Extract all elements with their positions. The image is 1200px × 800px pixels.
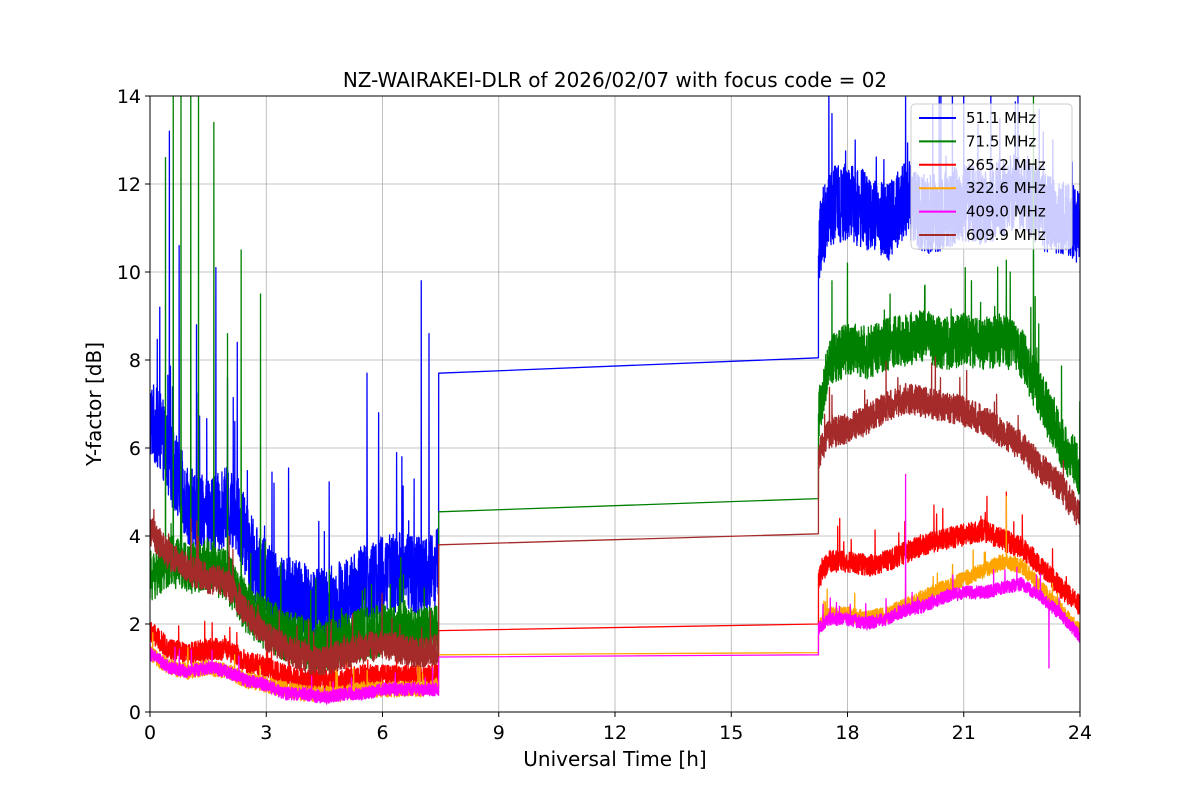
y-axis-title: Y-factor [dB] <box>82 342 106 467</box>
legend-label: 322.6 MHz <box>966 179 1046 197</box>
y-tick-label: 0 <box>129 702 141 724</box>
legend-label: 71.5 MHz <box>966 132 1036 150</box>
legend-label: 409.0 MHz <box>966 203 1046 221</box>
x-tick-label: 6 <box>376 722 388 744</box>
x-tick-label: 3 <box>260 722 272 744</box>
y-tick-label: 10 <box>117 262 141 284</box>
y-tick-label: 6 <box>129 438 141 460</box>
chart-title: NZ-WAIRAKEI-DLR of 2026/02/07 with focus… <box>343 68 887 92</box>
x-axis-title: Universal Time [h] <box>523 747 706 771</box>
x-tick-label: 18 <box>835 722 859 744</box>
x-tick-label: 21 <box>952 722 976 744</box>
y-tick-label: 4 <box>129 526 141 548</box>
x-tick-label: 9 <box>493 722 505 744</box>
x-tick-label: 24 <box>1068 722 1092 744</box>
series-line <box>150 473 1080 705</box>
legend-label: 609.9 MHz <box>966 226 1046 244</box>
y-tick-label: 12 <box>117 174 141 196</box>
legend-label: 265.2 MHz <box>966 156 1046 174</box>
x-tick-label: 12 <box>603 722 627 744</box>
y-tick-label: 2 <box>129 614 141 636</box>
legend: 51.1 MHz 71.5 MHz 265.2 MHz 322.6 MHz 40… <box>910 103 1073 250</box>
x-tick-label: 0 <box>144 722 156 744</box>
legend-label: 51.1 MHz <box>966 109 1036 127</box>
y-tick-label: 14 <box>117 86 141 108</box>
series-line <box>150 356 1080 676</box>
x-tick-label: 15 <box>719 722 743 744</box>
legend-box <box>910 103 1073 250</box>
y-tick-label: 8 <box>129 350 141 372</box>
series-layer <box>150 96 1080 705</box>
